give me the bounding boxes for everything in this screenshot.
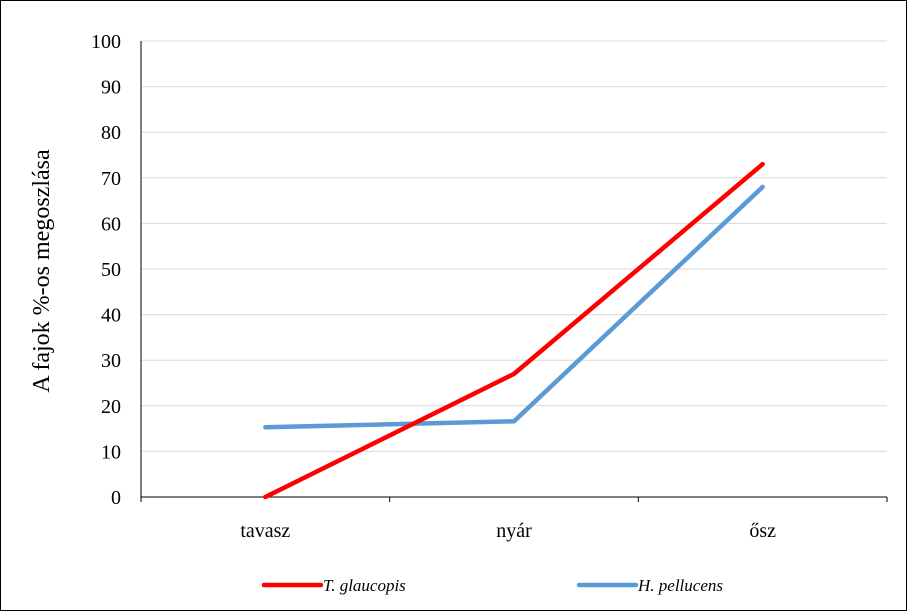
series-line <box>263 161 765 500</box>
y-tick-label: 70 <box>101 168 121 190</box>
legend-label: H. pellucens <box>637 576 723 595</box>
y-tick-label: 90 <box>101 77 121 99</box>
y-tick-label: 50 <box>101 259 121 281</box>
x-category-labels: tavasz nyár ősz <box>240 520 776 542</box>
y-tick-label: 0 <box>111 487 121 509</box>
y-tick-label: 40 <box>101 305 121 327</box>
gridlines <box>141 40 887 452</box>
y-tick-label: 20 <box>101 396 121 418</box>
y-tick-labels: 0 10 20 30 40 50 60 70 80 90 100 <box>91 31 121 509</box>
x-category-label: nyár <box>496 520 532 542</box>
x-category-label: tavasz <box>240 520 290 542</box>
y-tick-label: 60 <box>101 213 121 235</box>
y-tick-label: 80 <box>101 122 121 144</box>
series-lines <box>263 161 765 500</box>
y-tick-label: 10 <box>101 441 121 463</box>
x-category-label: ősz <box>749 520 776 542</box>
y-tick-label: 30 <box>101 350 121 372</box>
axes <box>140 41 888 502</box>
legend-label: T. glaucopis <box>323 576 406 595</box>
y-tick-label: 100 <box>91 31 121 53</box>
legend: T. glaucopis H. pellucens <box>261 576 723 595</box>
y-axis-label: A fajok %-os megoszlása <box>29 149 55 393</box>
